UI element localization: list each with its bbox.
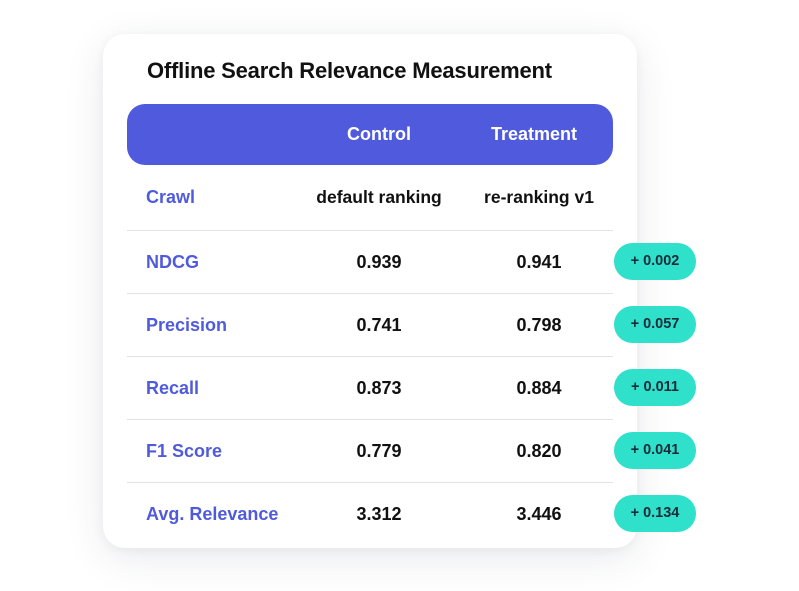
control-value: 3.312 <box>356 504 402 524</box>
delta-badge: + 0.002 <box>614 243 696 280</box>
table-row: Recall 0.873 0.884 <box>127 356 613 420</box>
column-header-treatment: Treatment <box>490 124 578 144</box>
treatment-value: 0.798 <box>516 315 562 335</box>
treatment-value: re-ranking v1 <box>484 187 594 207</box>
metric-label: Precision <box>146 315 228 335</box>
table-row: F1 Score 0.779 0.820 <box>127 419 613 483</box>
treatment-value: 0.884 <box>516 378 562 398</box>
column-header-control: Control <box>347 124 411 144</box>
table-row: Precision 0.741 0.798 <box>127 293 613 357</box>
delta-badge: + 0.041 <box>614 432 696 469</box>
treatment-value: 3.446 <box>516 504 562 524</box>
treatment-value: 0.941 <box>516 252 562 272</box>
table-row: Avg. Relevance 3.312 3.446 <box>127 482 613 546</box>
control-value: 0.741 <box>356 315 402 335</box>
metric-label: Recall <box>146 378 200 398</box>
table-header: Control Treatment <box>127 104 613 165</box>
delta-badge: + 0.134 <box>614 495 696 532</box>
metric-label: Crawl <box>146 187 196 207</box>
metric-label: Avg. Relevance <box>146 504 279 524</box>
card-title: Offline Search Relevance Measurement <box>147 58 552 83</box>
table-row: Crawl default ranking re-ranking v1 <box>127 166 613 229</box>
table-row: NDCG 0.939 0.941 <box>127 230 613 294</box>
metric-label: NDCG <box>146 252 199 272</box>
delta-badge: + 0.011 <box>614 369 696 406</box>
delta-badge: + 0.057 <box>614 306 696 343</box>
treatment-value: 0.820 <box>516 441 562 461</box>
control-value: 0.939 <box>356 252 402 272</box>
control-value: default ranking <box>316 187 442 207</box>
metric-label: F1 Score <box>146 441 223 461</box>
control-value: 0.779 <box>356 441 402 461</box>
control-value: 0.873 <box>356 378 402 398</box>
